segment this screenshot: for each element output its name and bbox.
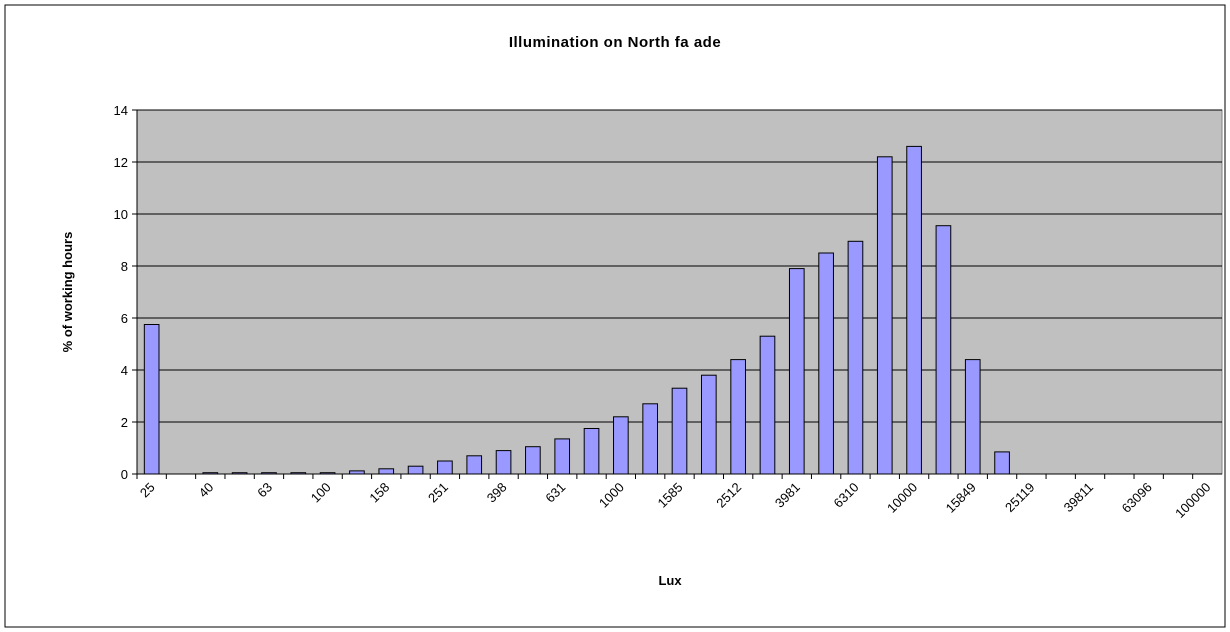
y-tick-label: 8: [121, 259, 128, 274]
bar: [554, 438, 571, 475]
bar: [994, 451, 1010, 475]
y-axis-label: % of working hours: [60, 232, 75, 353]
bar: [378, 468, 395, 475]
bar: [319, 472, 336, 475]
bar: [466, 455, 483, 475]
bar: [525, 446, 541, 475]
y-tick-label: 2: [121, 415, 128, 430]
bar: [788, 268, 805, 475]
bar: [935, 225, 952, 475]
x-axis-label: Lux: [658, 573, 682, 588]
bar: [613, 416, 629, 475]
bar: [143, 324, 160, 475]
y-tick-label: 0: [121, 467, 128, 482]
bar: [495, 450, 512, 475]
bar: [671, 387, 688, 475]
bar: [818, 252, 834, 475]
bar: [964, 359, 981, 475]
bar: [759, 335, 776, 475]
bar: [847, 240, 864, 475]
bar: [231, 472, 248, 475]
chart-title: Illumination on North fa ade: [509, 34, 721, 51]
bar: [642, 403, 659, 475]
y-tick-label: 4: [121, 363, 128, 378]
y-tick-label: 12: [114, 155, 128, 170]
y-tick-label: 6: [121, 311, 128, 326]
bar: [437, 460, 453, 475]
bar: [730, 359, 746, 475]
bar: [261, 472, 277, 475]
bar: [700, 374, 717, 475]
y-tick-label: 14: [114, 103, 128, 118]
y-tick-label: 10: [114, 207, 128, 222]
bar: [407, 465, 424, 475]
bar: [202, 472, 219, 475]
bar: [583, 428, 600, 475]
bar: [290, 472, 307, 475]
bar: [349, 470, 365, 475]
bar: [876, 156, 893, 475]
bar: [906, 145, 922, 475]
